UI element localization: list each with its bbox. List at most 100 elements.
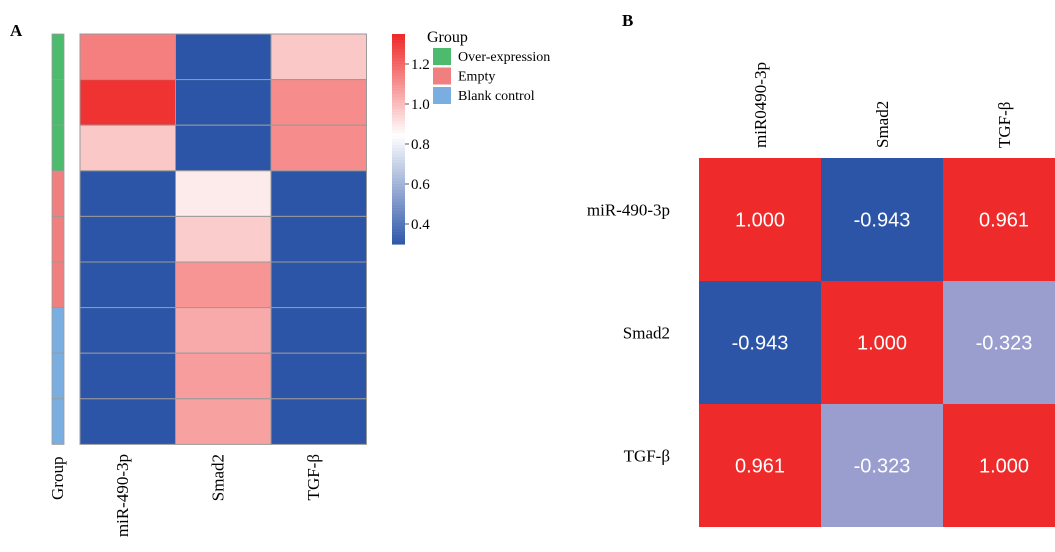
legend-swatch [433,67,451,85]
correlation-row-label: miR-490-3p [587,201,670,220]
group-bar-segment [51,398,65,445]
colorbar-segment [392,193,405,197]
heatmap-column-label: miR-490-3p [113,454,132,537]
colorbar-segment [392,220,405,224]
colorbar-segment [392,37,405,41]
colorbar-segment [392,205,405,209]
colorbar-segment [392,178,405,182]
heatmap-cell [270,307,367,354]
colorbar-segment [392,82,405,86]
colorbar-segment [392,127,405,131]
correlation-column-labels: miR0490-3p Smad2 TGF-β [751,62,1014,148]
heatmap-cell [175,261,272,309]
heatmap-cell [175,79,272,126]
heatmap-cell [270,170,367,217]
colorbar-segment [392,49,405,53]
heatmap-cell [270,261,367,309]
correlation-value-label: -0.943 [732,333,789,355]
heatmap-cell [79,261,176,309]
correlation-value-label: -0.323 [976,333,1033,355]
colorbar-segment [392,58,405,62]
colorbar-segment [392,55,405,59]
correlation-value-label: 1.000 [857,333,907,355]
heatmap-cell [175,33,272,81]
panel-a-heatmap: A 1.2 1.0 0.8 0.6 0.4 Group Over-expression E… [10,21,550,537]
correlation-row-label: Smad2 [623,324,670,343]
group-bar-segment [51,307,65,354]
correlation-cell [699,158,821,281]
colorbar-segment [392,61,405,65]
heatmap-cell [79,79,176,126]
heatmap-cell [270,79,367,126]
colorbar-segment [392,130,405,134]
colorbar-segment [392,115,405,119]
legend-label: Blank control [458,89,535,104]
correlation-cell [821,404,943,527]
heatmap-column-labels: Group miR-490-3p Smad2 TGF-β [48,454,323,537]
colorbar-segment [392,172,405,176]
heatmap-cell [79,307,176,354]
colorbar-segment [392,157,405,161]
colorbar-segment [392,85,405,89]
colorbar-segment [392,139,405,143]
colorbar-segment [392,73,405,77]
group-legend: Group Over-expression Empty Blank control [427,29,550,104]
legend-title: Group [427,29,468,46]
group-bar-segment [51,215,65,263]
correlation-matrix-cells: 1.000 -0.943 0.961 -0.943 1.000 -0.323 0.961 -0… [699,158,1055,527]
correlation-cell [699,404,821,527]
colorbar-segment [392,112,405,116]
heatmap-cell [79,33,176,81]
colorbar-segment [392,163,405,167]
colorbar-segment [392,181,405,185]
colorbar-tick-label: 1.0 [411,97,430,113]
group-bar-segment [51,33,65,80]
group-annotation-bar [51,33,65,445]
colorbar-segment [392,100,405,104]
heatmap-column-label: TGF-β [304,454,323,500]
correlation-value-label: 1.000 [979,456,1029,478]
colorbar-segment [392,202,405,206]
colorbar-segment [392,184,405,188]
colorbar-segment [392,217,405,221]
heatmap-cell [270,215,367,263]
correlation-column-label: TGF-β [995,102,1014,148]
correlation-cell [821,158,943,281]
group-bar-segment [51,261,65,308]
group-axis-label: Group [48,457,67,500]
heatmap-cell [175,352,272,400]
colorbar-segment [392,88,405,92]
colorbar-segment [392,232,405,236]
colorbar-segment [392,79,405,83]
colorbar-segment [392,190,405,194]
colorbar-segment [392,34,405,38]
colorbar-segment [392,142,405,146]
colorbar-segment [392,160,405,164]
correlation-column-label: miR0490-3p [751,62,770,148]
colorbar-segment [392,235,405,239]
heatmap-cell [270,33,367,81]
legend-swatch [433,48,451,65]
group-bar-segment [51,79,65,126]
colorbar-segment [392,40,405,44]
correlation-cell [943,404,1055,527]
colorbar-segment [392,166,405,170]
colorbar-segment [392,109,405,113]
colorbar-segment [392,64,405,68]
correlation-column-label: Smad2 [873,101,892,148]
colorbar-segment [392,94,405,98]
colorbar-segment [392,121,405,125]
heatmap-cell [79,124,176,172]
correlation-cell [943,158,1055,281]
colorbar-segment [392,238,405,242]
colorbar-segment [392,145,405,149]
colorbar-segment [392,211,405,215]
colorbar-segment [392,91,405,95]
correlation-value-label: -0.323 [854,456,911,478]
heatmap-cell [79,398,176,445]
correlation-value-label: 1.000 [735,210,785,232]
colorbar-segment [392,46,405,50]
colorbar-segment [392,136,405,140]
expression-heatmap-cells [79,33,367,445]
colorbar-tick-label: 0.4 [411,217,430,233]
